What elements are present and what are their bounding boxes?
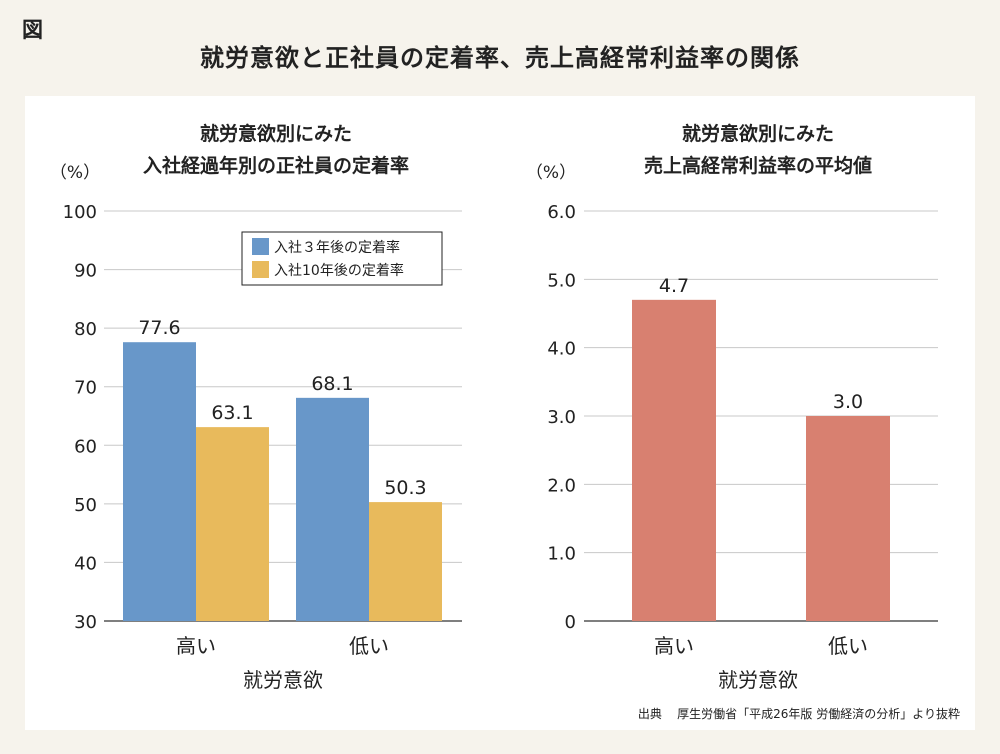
bar [806, 416, 890, 621]
chart2-y-ticks: 0 1.0 2.0 3.0 4.0 5.0 6.0 [547, 202, 576, 633]
source-note: 出典 厚生労働省「平成26年版 労働経済の分析」より抜粋 [638, 705, 960, 722]
chart2-bars: 4.7 3.0 [632, 275, 890, 621]
chart2-x-axis-label: 就労意欲 [718, 668, 798, 692]
chart1-title-line2: 入社経過年別の正社員の定着率 [143, 154, 409, 177]
data-label: 3.0 [833, 391, 863, 413]
chart2-unit-label: （%） [526, 163, 576, 183]
source-text: 厚生労働省「平成26年版 労働経済の分析」より抜粋 [677, 707, 960, 721]
legend-box [241, 231, 443, 286]
source-prefix: 出典 [637, 707, 662, 721]
y-tick-label: 5.0 [547, 270, 576, 291]
data-label: 63.1 [211, 402, 253, 424]
chart2-x-ticks: 高い 低い [654, 634, 868, 658]
data-label: 77.6 [138, 317, 180, 339]
bar [296, 397, 369, 621]
chart2-title-line2: 売上高経常利益率の平均値 [644, 154, 872, 177]
y-tick-label: 6.0 [547, 202, 576, 223]
chart2-title-line1: 就労意欲別にみた [682, 122, 834, 145]
x-tick-label: 低い [349, 634, 389, 658]
main-title: 就労意欲と正社員の定着率、売上高経常利益率の関係 [200, 44, 800, 72]
y-tick-label: 100 [63, 202, 97, 223]
chart1-legend: 入社３年後の定着率 入社10年後の定着率 [241, 231, 443, 286]
legend-swatch-series-2 [252, 261, 269, 278]
y-tick-label: 80 [74, 319, 97, 340]
y-tick-label: 1.0 [547, 544, 576, 565]
y-tick-label: 30 [74, 612, 97, 633]
x-tick-label: 高い [176, 634, 216, 658]
y-tick-label: 0 [565, 612, 576, 633]
data-label: 4.7 [659, 275, 689, 297]
x-tick-label: 低い [828, 634, 868, 658]
y-tick-label: 90 [74, 261, 97, 282]
y-tick-label: 4.0 [547, 339, 576, 360]
y-tick-label: 40 [74, 553, 97, 574]
bar [632, 299, 716, 621]
legend-swatch-series-1 [252, 238, 269, 255]
legend-label-series-2: 入社10年後の定着率 [274, 262, 404, 279]
y-tick-label: 50 [74, 495, 97, 516]
chart1-bars: 77.6 63.1 68.1 50.3 [123, 317, 442, 621]
y-tick-label: 70 [74, 378, 97, 399]
y-tick-label: 3.0 [547, 407, 576, 428]
y-tick-label: 60 [74, 436, 97, 457]
chart1-y-ticks: 30 40 50 60 70 80 90 100 [63, 202, 97, 633]
chart1-x-axis-label: 就労意欲 [243, 668, 323, 692]
figure-label: 図 [22, 18, 43, 42]
bar [196, 427, 269, 621]
data-label: 50.3 [384, 477, 426, 499]
bar [123, 342, 196, 621]
bar [369, 502, 442, 621]
chart1-x-ticks: 高い 低い [176, 634, 389, 658]
chart1-unit-label: （%） [50, 163, 100, 183]
data-label: 68.1 [311, 373, 353, 395]
y-tick-label: 2.0 [547, 475, 576, 496]
legend-label-series-1: 入社３年後の定着率 [274, 239, 400, 256]
chart1-title-line1: 就労意欲別にみた [200, 122, 352, 145]
x-tick-label: 高い [654, 634, 694, 658]
